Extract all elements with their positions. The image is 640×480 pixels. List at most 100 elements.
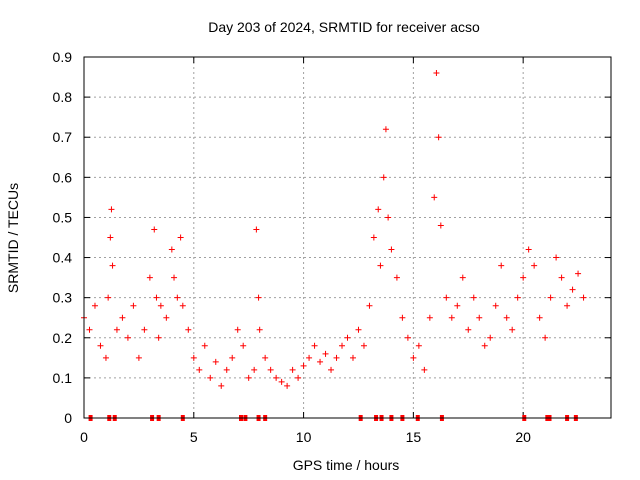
data-point <box>431 194 438 201</box>
data-point <box>553 254 560 261</box>
data-point <box>393 274 400 281</box>
y-tick-label: 0.3 <box>53 290 73 306</box>
data-point <box>86 326 93 333</box>
data-point <box>267 366 274 373</box>
y-tick-label: 0.5 <box>53 209 73 225</box>
data-point <box>569 286 576 293</box>
data-point <box>509 326 516 333</box>
data-point <box>448 314 455 321</box>
data-points <box>81 70 587 389</box>
data-point <box>421 366 428 373</box>
data-point <box>163 314 170 321</box>
data-point <box>306 354 313 361</box>
y-tick-label: 0.9 <box>53 49 73 65</box>
data-point <box>366 302 373 309</box>
data-point <box>536 314 543 321</box>
data-point <box>476 314 483 321</box>
data-point <box>410 354 417 361</box>
data-point <box>97 342 104 349</box>
data-point <box>437 222 444 229</box>
data-point <box>174 294 181 301</box>
data-point <box>433 70 440 77</box>
plot-frame <box>83 56 612 419</box>
data-point <box>370 234 377 241</box>
y-tick-labels: 0 0.1 0.2 0.3 0.4 0.5 0.6 0.7 0.8 0.9 <box>53 49 73 426</box>
data-point <box>245 374 252 381</box>
x-tick-label: 15 <box>406 429 422 445</box>
data-point <box>185 326 192 333</box>
data-point <box>558 274 565 281</box>
data-point <box>388 246 395 253</box>
data-point <box>311 342 318 349</box>
data-point <box>375 206 382 213</box>
data-point <box>196 366 203 373</box>
data-point <box>255 294 262 301</box>
data-point <box>229 354 236 361</box>
x-tick-label: 10 <box>296 429 312 445</box>
data-point <box>470 294 477 301</box>
data-point <box>333 354 340 361</box>
data-point <box>262 354 269 361</box>
data-point <box>171 274 178 281</box>
data-point <box>179 302 186 309</box>
data-point <box>107 234 114 241</box>
data-point <box>355 326 362 333</box>
x-tick-label: 5 <box>190 429 198 445</box>
data-point <box>547 294 554 301</box>
data-point <box>141 326 148 333</box>
data-point <box>465 326 472 333</box>
data-point <box>487 334 494 341</box>
axis-ticks <box>83 56 611 419</box>
x-tick-label: 0 <box>80 429 88 445</box>
data-point <box>514 294 521 301</box>
data-point <box>108 206 115 213</box>
data-point <box>223 366 230 373</box>
data-point <box>273 374 280 381</box>
chart-title: Day 203 of 2024, SRMTID for receiver acs… <box>208 19 480 35</box>
data-point <box>146 274 153 281</box>
data-point <box>130 302 137 309</box>
data-point <box>102 354 109 361</box>
data-point <box>385 214 392 221</box>
data-point <box>344 334 351 341</box>
data-point <box>525 246 532 253</box>
data-point <box>542 334 549 341</box>
data-point <box>234 326 241 333</box>
x-tick-labels: 0 5 10 15 20 <box>80 429 531 445</box>
data-point <box>251 366 258 373</box>
y-tick-label: 0.1 <box>53 370 73 386</box>
data-point <box>382 126 389 133</box>
data-point <box>498 262 505 269</box>
x-axis-label: GPS time / hours <box>293 457 400 473</box>
data-point <box>105 294 112 301</box>
data-point <box>481 342 488 349</box>
data-point <box>349 354 356 361</box>
data-point <box>360 342 367 349</box>
data-point <box>218 382 225 389</box>
data-point <box>256 326 263 333</box>
data-point <box>580 294 587 301</box>
y-tick-label: 0.7 <box>53 129 73 145</box>
data-point <box>404 334 411 341</box>
y-tick-label: 0.2 <box>53 330 73 346</box>
data-point <box>278 378 285 385</box>
data-point <box>212 358 219 365</box>
data-point <box>459 274 466 281</box>
y-tick-label: 0.6 <box>53 169 73 185</box>
data-point <box>168 246 175 253</box>
data-point <box>157 302 164 309</box>
data-point <box>380 174 387 181</box>
data-point <box>454 302 461 309</box>
data-point <box>426 314 433 321</box>
data-point <box>339 342 346 349</box>
data-point <box>190 354 197 361</box>
data-point <box>443 294 450 301</box>
y-axis-label: SRMTID / TECUs <box>5 183 21 293</box>
data-point <box>124 334 131 341</box>
data-point <box>399 314 406 321</box>
data-point <box>109 262 116 269</box>
data-point <box>317 358 324 365</box>
data-point <box>575 270 582 277</box>
data-point <box>289 366 296 373</box>
